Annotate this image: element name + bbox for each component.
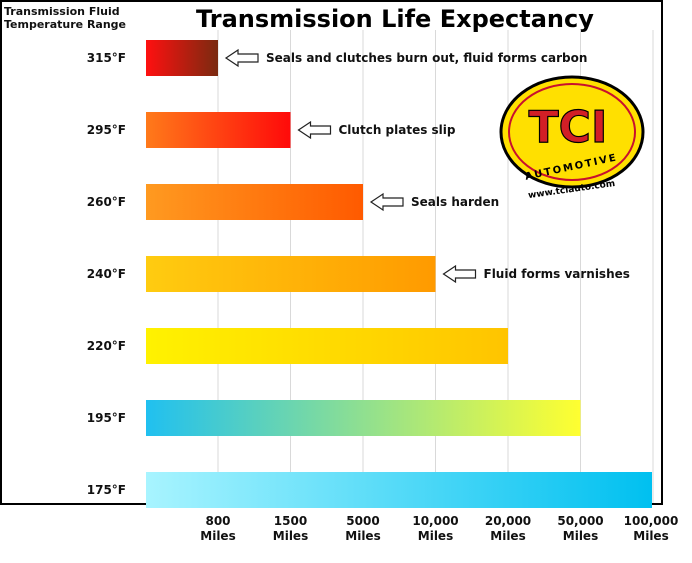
category-label-5: 195°F — [87, 411, 126, 425]
annotation-arrow-0 — [224, 48, 259, 68]
bar-3 — [146, 256, 436, 292]
annotation-text-3: Fluid forms varnishes — [484, 267, 630, 281]
x-tick-label-5: 50,000 — [557, 514, 603, 528]
x-tick-unit-3: Miles — [418, 529, 453, 543]
bar-6 — [146, 472, 652, 508]
bar-4 — [146, 328, 508, 364]
category-label-1: 295°F — [87, 123, 126, 137]
x-tick-unit-5: Miles — [563, 529, 598, 543]
x-tick-label-6: 100,000 — [624, 514, 679, 528]
x-tick-unit-4: Miles — [490, 529, 525, 543]
y-axis-label-line1: Transmission Fluid — [4, 5, 120, 18]
x-tick-label-2: 5000 — [346, 514, 379, 528]
tci-logo: TCI AUTOMOTIVE www.tciauto.com — [499, 75, 645, 198]
category-label-2: 260°F — [87, 195, 126, 209]
bar-1 — [146, 112, 291, 148]
x-tick-unit-6: Miles — [633, 529, 668, 543]
y-axis-label-line2: Temperature Range — [4, 18, 127, 31]
x-tick-label-4: 20,000 — [485, 514, 531, 528]
x-tick-unit-2: Miles — [345, 529, 380, 543]
annotation-text-1: Clutch plates slip — [339, 123, 456, 137]
bar-0 — [146, 40, 218, 76]
bar-2 — [146, 184, 363, 220]
annotation-arrow-1 — [297, 120, 332, 140]
annotation-text-0: Seals and clutches burn out, fluid forms… — [266, 51, 587, 65]
bar-5 — [146, 400, 581, 436]
annotation-arrow-2 — [369, 192, 404, 212]
x-tick-label-3: 10,000 — [412, 514, 458, 528]
x-tick-label-0: 800 — [205, 514, 230, 528]
x-tick-unit-0: Miles — [200, 529, 235, 543]
category-label-6: 175°F — [87, 483, 126, 497]
annotation-text-2: Seals harden — [411, 195, 499, 209]
logo-brand-text: TCI — [529, 102, 608, 153]
category-label-0: 315°F — [87, 51, 126, 65]
x-tick-unit-1: Miles — [273, 529, 308, 543]
chart-title: Transmission Life Expectancy — [196, 5, 594, 33]
category-label-4: 220°F — [87, 339, 126, 353]
y-axis-label: Transmission Fluid Temperature Range — [4, 5, 144, 31]
category-label-3: 240°F — [87, 267, 126, 281]
annotation-arrow-3 — [442, 264, 477, 284]
x-tick-label-1: 1500 — [274, 514, 307, 528]
